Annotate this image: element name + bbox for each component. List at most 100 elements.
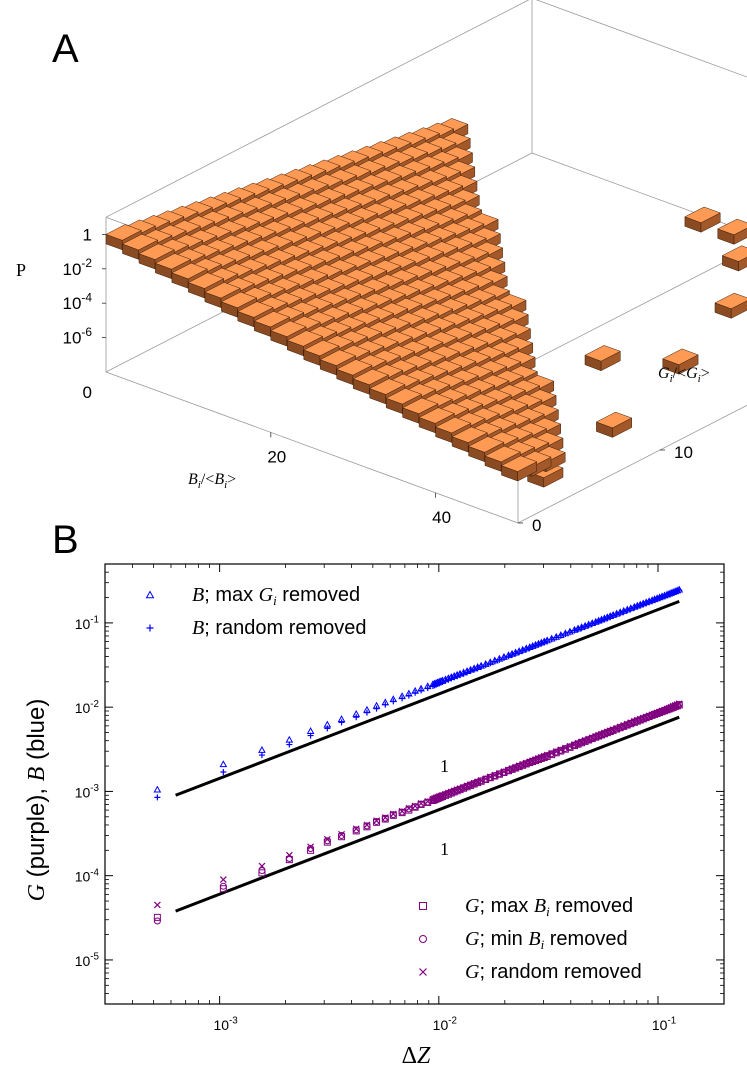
y-tick-label-b: 10-3 <box>75 783 100 800</box>
data-point <box>285 851 293 859</box>
y-tick-label-b: 10-1 <box>75 615 99 632</box>
box-edge <box>105 0 530 218</box>
y-tick-label: 0 <box>532 516 541 535</box>
histogram-bar <box>717 218 747 245</box>
data-point <box>219 885 227 893</box>
x-tick-label-b: 10-1 <box>652 1016 676 1033</box>
histogram-bar <box>662 348 699 375</box>
data-point <box>581 737 589 744</box>
data-point <box>578 624 585 631</box>
legend-label: G; min Bi removed <box>465 928 628 952</box>
legend-entry: G; min Bi removed <box>419 928 628 952</box>
data-point <box>571 627 578 634</box>
legend-entry: B; max Gi removed <box>145 584 360 608</box>
data-point <box>373 705 380 712</box>
data-point <box>523 646 530 653</box>
data-point <box>373 817 380 825</box>
data-point <box>631 604 638 611</box>
data-point <box>258 867 266 875</box>
data-point <box>673 701 681 708</box>
legend-upper: B; max Gi removed B; random removed <box>145 584 367 639</box>
data-point <box>399 695 406 702</box>
legend-entry: G; random removed <box>419 961 642 983</box>
data-point <box>541 639 548 646</box>
legend-marker <box>146 624 154 632</box>
data-point <box>398 807 406 815</box>
box-edge <box>105 371 519 524</box>
histogram-bar <box>684 206 721 233</box>
slope-reference-line <box>175 715 680 913</box>
data-point <box>598 616 605 623</box>
z-tick-label: 10-6 <box>63 325 93 348</box>
y-tick-label-b: 10-2 <box>75 699 99 716</box>
data-point <box>522 759 530 767</box>
y-axis-label-b: G (purple), B (blue) <box>23 699 50 902</box>
legend-entry: G; max Bi removed <box>419 895 633 919</box>
data-point <box>439 678 446 685</box>
series-x <box>153 700 683 909</box>
data-point <box>153 901 161 909</box>
data-point <box>352 826 360 834</box>
x-tick-label: 20 <box>267 447 286 466</box>
data-point <box>456 785 464 793</box>
data-point <box>582 623 589 630</box>
reference-lines <box>175 599 680 913</box>
data-point <box>363 821 371 829</box>
data-point <box>620 608 627 615</box>
data-point <box>617 609 624 616</box>
legend-label: G; random removed <box>465 961 642 983</box>
data-point <box>464 669 471 676</box>
x-tick-label-b: 10-2 <box>433 1016 457 1033</box>
data-point <box>405 805 413 813</box>
data-point <box>595 618 602 625</box>
data-point <box>460 670 467 677</box>
data-point <box>505 766 512 774</box>
data-point <box>543 751 551 759</box>
legend-label: B; random removed <box>192 617 367 639</box>
data-point <box>324 725 331 732</box>
data-point <box>338 831 346 839</box>
data-point <box>665 704 673 712</box>
data-point <box>153 913 161 921</box>
data-point <box>557 746 565 754</box>
data-point <box>509 651 516 658</box>
data-point <box>477 777 485 784</box>
data-point <box>616 723 624 731</box>
data-point <box>258 752 265 759</box>
slope-annotation-upper: 1 <box>440 756 449 776</box>
x-axis-label-b: ΔZ <box>402 1043 431 1069</box>
data-point <box>454 673 461 680</box>
data-point <box>451 674 458 681</box>
data-point <box>624 607 631 614</box>
data-point <box>153 785 162 793</box>
panel-label-a: A <box>52 27 79 71</box>
panel-a-bars <box>105 118 747 488</box>
data-point <box>474 778 482 786</box>
y-tick-label-b: 10-4 <box>75 867 100 884</box>
data-point <box>589 620 596 627</box>
data-point <box>411 803 419 811</box>
data-point <box>463 782 471 790</box>
data-point <box>538 640 545 647</box>
data-point <box>353 714 360 721</box>
data-point <box>471 666 478 673</box>
data-point <box>604 614 611 621</box>
data-point <box>610 612 617 619</box>
data-point <box>667 703 675 711</box>
legend-marker <box>145 590 155 599</box>
data-point <box>516 649 523 656</box>
legend-label: G; max Bi removed <box>465 895 633 919</box>
data-point <box>153 917 161 925</box>
data-point <box>382 701 389 708</box>
data-point <box>352 825 360 833</box>
data-point <box>286 741 293 748</box>
z-tick-label: 1 <box>83 225 92 244</box>
panel-a-axes: 110-210-410-6020400102030 <box>63 225 693 535</box>
histogram-bar <box>584 345 621 372</box>
data-point <box>381 814 389 821</box>
data-point <box>323 837 331 845</box>
data-point <box>363 822 371 830</box>
data-point <box>532 642 539 649</box>
data-point <box>566 629 573 636</box>
